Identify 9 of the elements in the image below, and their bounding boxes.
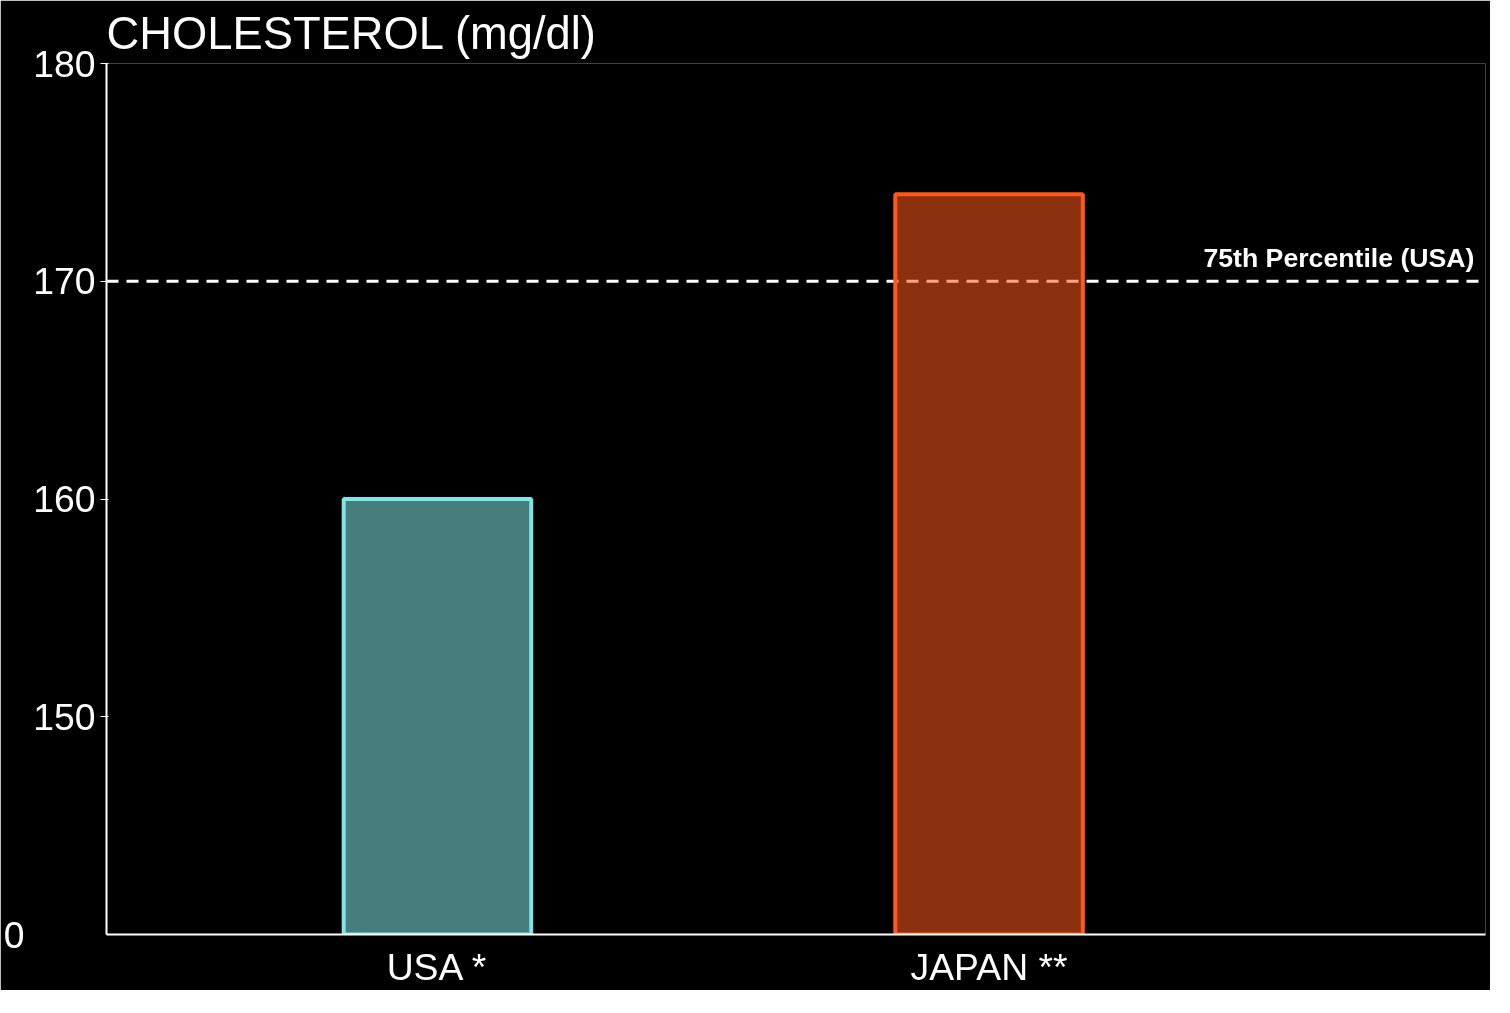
ref-line-label: 75th Percentile (USA) xyxy=(1203,243,1475,274)
y-tick-label: 150 xyxy=(33,695,96,738)
y-tick-label: 160 xyxy=(33,478,96,520)
y-tick-label: 170 xyxy=(33,260,96,303)
x-tick-label: USA * xyxy=(386,945,487,988)
chart-title: CHOLESTEROL (mg/dl) xyxy=(106,7,596,59)
y-tick-label: 180 xyxy=(33,42,96,85)
x-tick-label: JAPAN ** xyxy=(910,945,1068,988)
text: 0 xyxy=(3,913,25,956)
